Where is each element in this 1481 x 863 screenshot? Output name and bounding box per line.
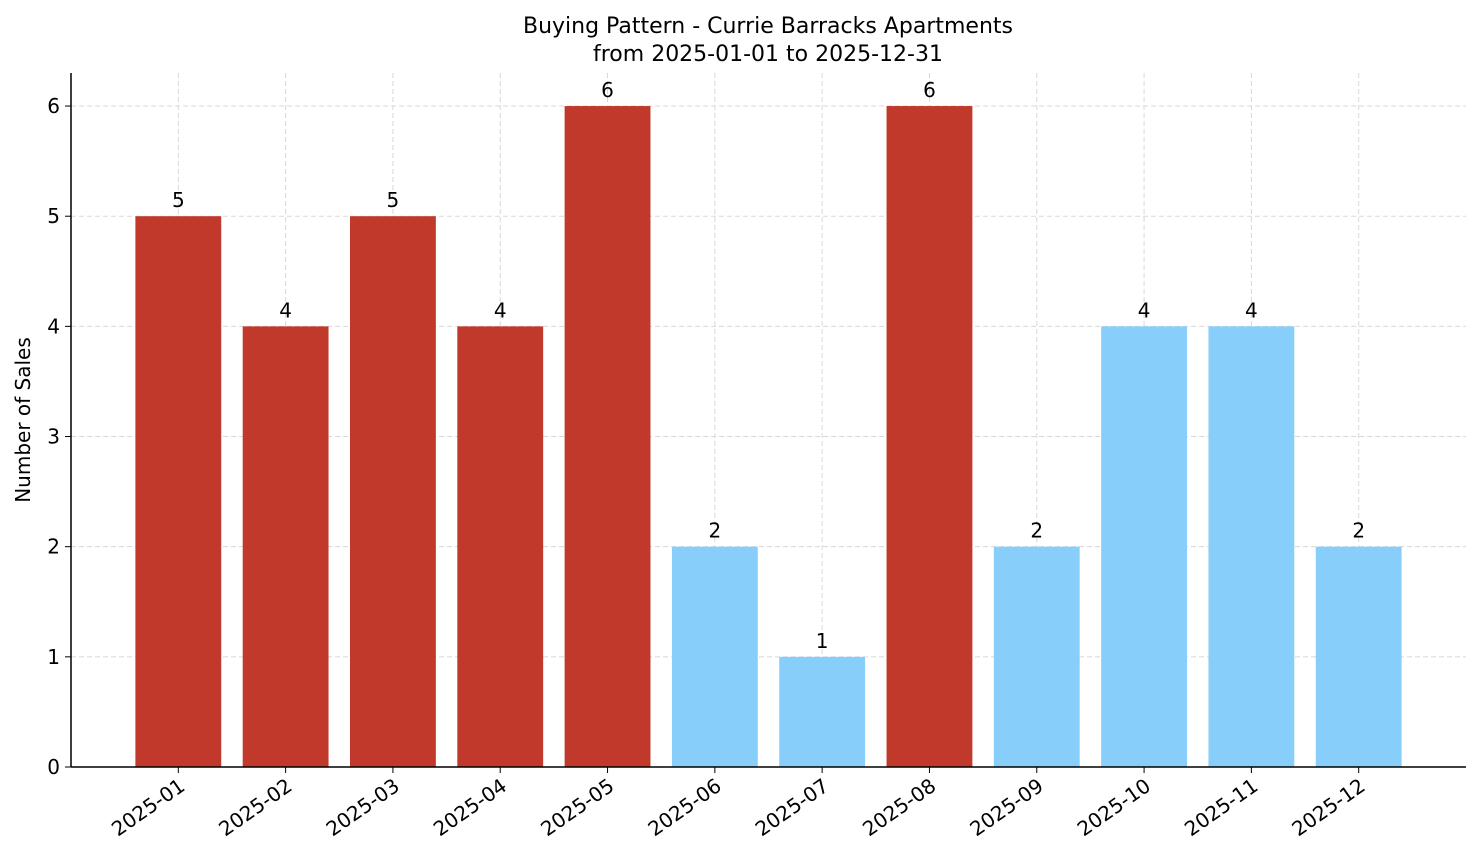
bar bbox=[993, 546, 1080, 767]
x-tick-label: 2025-06 bbox=[643, 773, 725, 841]
x-tick-label: 2025-10 bbox=[1073, 773, 1155, 841]
bar bbox=[350, 216, 436, 767]
bar bbox=[671, 546, 758, 767]
x-tick-label: 2025-05 bbox=[536, 773, 618, 841]
bar bbox=[457, 326, 544, 767]
bar bbox=[564, 106, 651, 768]
bar bbox=[779, 656, 866, 767]
y-tick-label: 1 bbox=[47, 645, 60, 669]
value-label: 2 bbox=[1030, 519, 1043, 543]
value-label: 2 bbox=[1352, 519, 1365, 543]
value-label: 5 bbox=[172, 188, 185, 212]
x-tick-label: 2025-03 bbox=[322, 773, 404, 841]
value-label: 1 bbox=[816, 629, 829, 653]
y-tick-label: 2 bbox=[47, 535, 60, 559]
x-tick-label: 2025-01 bbox=[107, 773, 189, 841]
bars: 5 4 5 4 6 2 1 6 2 4 4 2 bbox=[135, 78, 1402, 768]
bar bbox=[242, 326, 329, 767]
x-tick-label: 2025-12 bbox=[1287, 773, 1369, 841]
value-label: 4 bbox=[1245, 298, 1258, 322]
value-label: 6 bbox=[601, 78, 614, 102]
bar bbox=[1315, 546, 1402, 767]
y-tick-label: 6 bbox=[47, 94, 60, 118]
x-tick-label: 2025-11 bbox=[1180, 773, 1262, 841]
value-label: 4 bbox=[279, 298, 292, 322]
bar bbox=[1208, 326, 1295, 767]
bar bbox=[1101, 326, 1187, 767]
value-label: 4 bbox=[1138, 298, 1151, 322]
value-label: 6 bbox=[923, 78, 936, 102]
x-tick-label: 2025-04 bbox=[429, 773, 511, 841]
bar bbox=[886, 106, 973, 768]
x-tick-label: 2025-08 bbox=[858, 773, 940, 841]
bar bbox=[135, 216, 222, 767]
value-label: 5 bbox=[387, 188, 400, 212]
chart-subtitle: from 2025-01-01 to 2025-12-31 bbox=[593, 42, 943, 67]
chart-title: Buying Pattern - Currie Barracks Apartme… bbox=[523, 14, 1013, 39]
y-tick-label: 4 bbox=[47, 314, 60, 338]
y-tick-label: 3 bbox=[47, 425, 60, 449]
x-tick-label: 2025-09 bbox=[965, 773, 1047, 841]
y-axis-label: Number of Sales bbox=[11, 337, 35, 503]
y-tick-label: 0 bbox=[47, 755, 60, 779]
x-tick-label: 2025-02 bbox=[214, 773, 296, 841]
y-tick-label: 5 bbox=[47, 204, 60, 228]
x-tick-label: 2025-07 bbox=[751, 773, 833, 841]
value-label: 4 bbox=[494, 298, 507, 322]
value-label: 2 bbox=[708, 519, 721, 543]
